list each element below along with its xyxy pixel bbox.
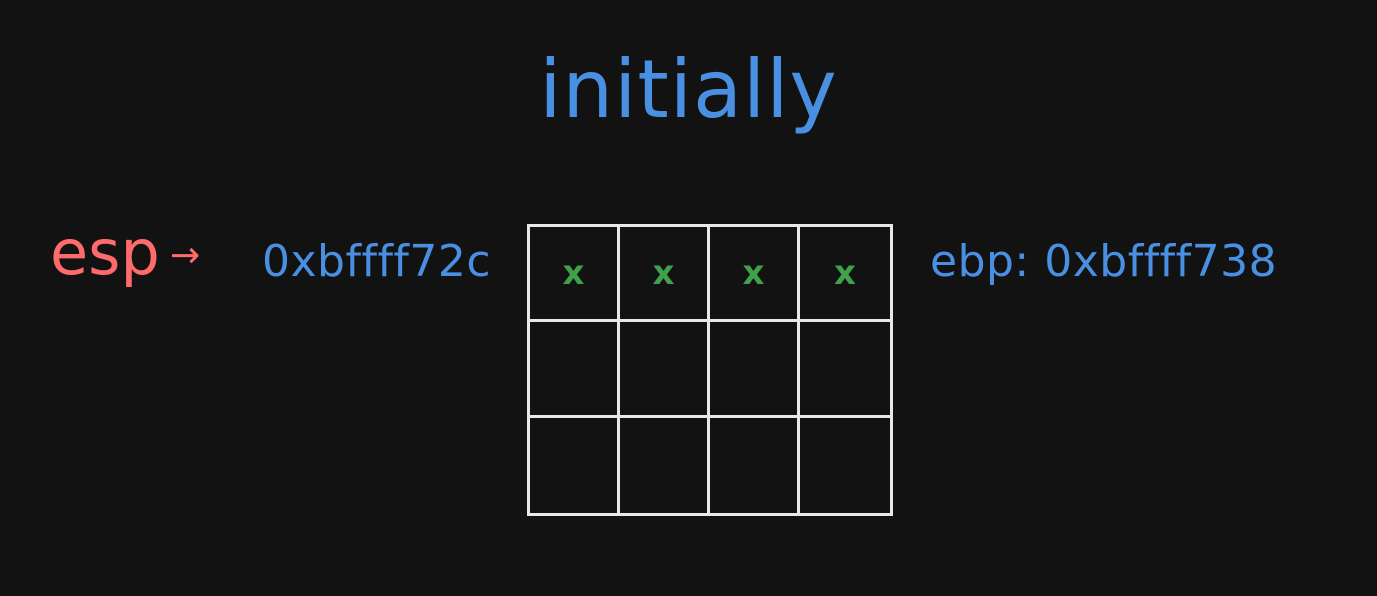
stack-cell bbox=[710, 322, 800, 418]
stack-cell bbox=[530, 417, 620, 513]
stack-cell bbox=[800, 322, 890, 418]
ebp-address: ebp: 0xbffff738 bbox=[930, 236, 1278, 287]
stack-cell bbox=[530, 322, 620, 418]
stack-cell: x bbox=[800, 227, 890, 323]
stack-cell: x bbox=[710, 227, 800, 323]
esp-label: esp bbox=[50, 216, 160, 289]
stack-cell: x bbox=[530, 227, 620, 323]
stack-cell: x bbox=[620, 227, 710, 323]
diagram-title: initially bbox=[539, 43, 838, 136]
stack-cell bbox=[620, 417, 710, 513]
stack-cell bbox=[620, 322, 710, 418]
esp-address: 0xbffff72c bbox=[262, 236, 492, 287]
stack-grid: x x x x bbox=[527, 224, 893, 516]
esp-arrow-icon: → bbox=[170, 235, 201, 276]
stack-cell bbox=[800, 418, 890, 513]
stack-cell bbox=[710, 417, 800, 513]
